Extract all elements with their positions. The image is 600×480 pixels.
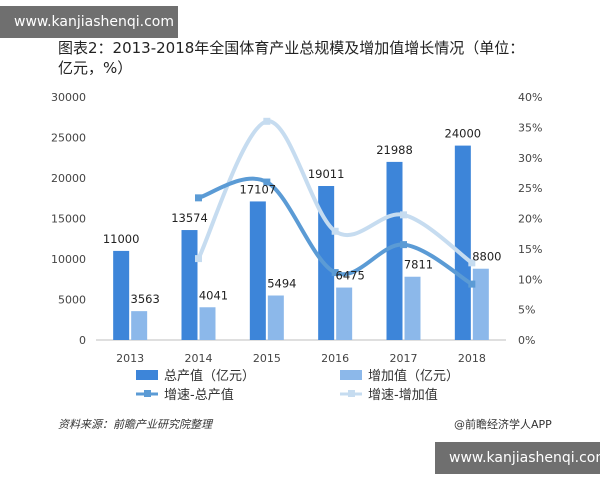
label-added: 8800	[472, 250, 501, 264]
label-total: 13574	[171, 211, 208, 225]
growth-added-point	[400, 211, 407, 219]
watermark-top: www.kanjiashenqi.com	[0, 6, 178, 38]
bar-added	[131, 311, 148, 340]
label-added: 3563	[131, 292, 160, 306]
y-right-tick-label: 40%	[518, 91, 542, 104]
bar-total	[249, 201, 266, 340]
label-added: 4041	[199, 288, 228, 302]
bar-added	[404, 276, 421, 340]
label-added: 7811	[404, 258, 433, 272]
growth-added-point	[263, 117, 271, 125]
x-tick-label: 2017	[390, 352, 418, 365]
bar-added	[472, 268, 489, 340]
y-right-tick-label: 10%	[518, 273, 542, 286]
legend-marker	[144, 390, 151, 397]
bar-total	[181, 230, 198, 340]
growth-total-point	[331, 269, 339, 277]
growth-added-point	[468, 259, 476, 267]
x-tick-label: 2013	[116, 352, 144, 365]
label-total: 21988	[376, 143, 413, 157]
growth-total-point	[195, 194, 202, 202]
label-total: 17107	[240, 182, 277, 196]
y-left-tick-label: 0	[79, 334, 86, 347]
label-added: 5494	[267, 276, 296, 290]
y-right-tick-label: 5%	[518, 304, 535, 317]
y-left-tick-label: 10000	[51, 253, 86, 266]
y-right-tick-label: 0%	[518, 334, 535, 347]
bar-total	[113, 250, 130, 340]
y-right-tick-label: 35%	[518, 121, 542, 134]
legend-swatch	[340, 370, 362, 380]
bar-added	[199, 307, 216, 340]
chart-title: 图表2：2013-2018年全国体育产业总规模及增加值增长情况（单位：亿元，%）	[58, 39, 525, 77]
label-added: 6475	[336, 269, 365, 283]
legend-label: 增速-增加值	[368, 387, 438, 403]
x-tick-label: 2016	[321, 352, 349, 365]
source-note: 资料来源：前瞻产业研究院整理	[58, 418, 212, 431]
growth-total-point	[263, 178, 271, 186]
y-right-tick-label: 30%	[518, 152, 542, 165]
x-tick-label: 2015	[253, 352, 281, 365]
growth-total-point	[400, 241, 407, 249]
brand-credit: @前瞻经济学人APP	[454, 418, 552, 431]
y-left-tick-label: 30000	[51, 91, 86, 104]
legend-label: 总产值（亿元）	[164, 368, 255, 384]
y-left-tick-label: 15000	[51, 213, 86, 226]
label-total: 11000	[103, 232, 140, 246]
growth-added-point	[331, 227, 339, 235]
growth-added-line	[196, 119, 474, 265]
y-left-tick-label: 25000	[51, 132, 86, 145]
bar-added	[336, 287, 353, 340]
legend-label: 增速-总产值	[164, 387, 234, 403]
legend-marker	[348, 390, 355, 397]
y-right-tick-label: 25%	[518, 182, 542, 195]
label-total: 19011	[308, 167, 345, 181]
y-right-tick-label: 20%	[518, 213, 542, 226]
y-right-tick-label: 15%	[518, 243, 542, 256]
growth-added-point	[195, 255, 202, 263]
label-total: 24000	[445, 127, 482, 141]
y-left-tick-label: 5000	[58, 294, 86, 307]
legend-label: 增加值（亿元）	[368, 368, 459, 384]
x-tick-label: 2018	[458, 352, 486, 365]
watermark-bottom: www.kanjiashenqi.com	[435, 442, 600, 474]
bar-total	[454, 145, 471, 340]
growth-total-point	[468, 280, 476, 288]
y-left-tick-label: 20000	[51, 172, 86, 185]
x-tick-label: 2014	[185, 352, 213, 365]
legend-swatch	[136, 370, 158, 380]
bar-total	[386, 161, 403, 340]
bar-added	[267, 295, 284, 340]
